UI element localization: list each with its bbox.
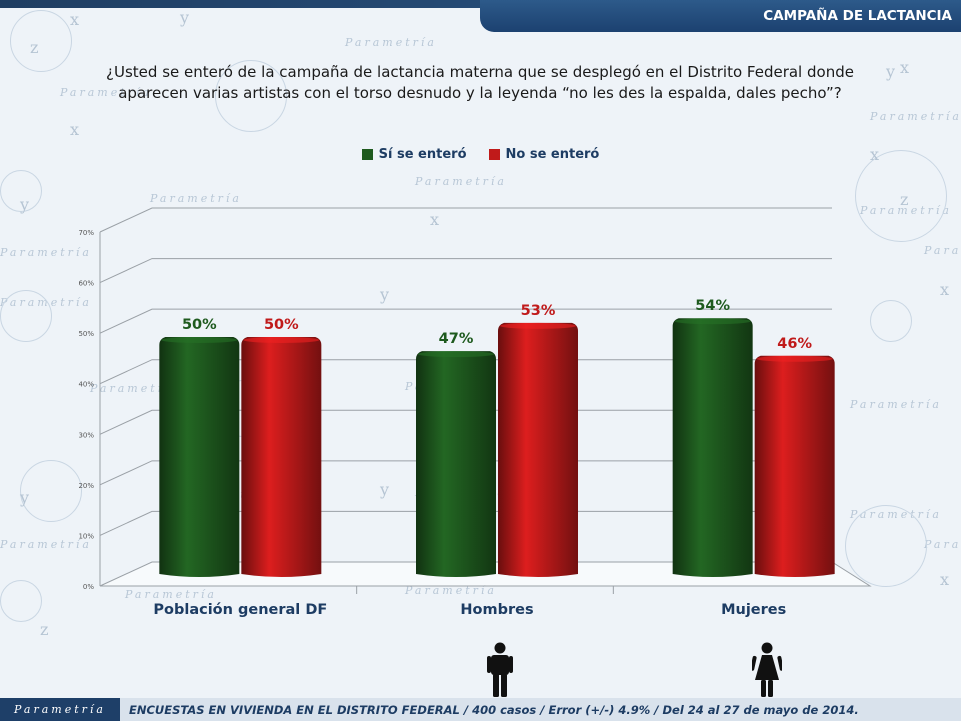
watermark-text: Parametría	[850, 398, 942, 411]
watermark-text: Parametría	[0, 246, 92, 259]
y-tick-label: 40%	[78, 381, 94, 389]
footer-bar	[0, 698, 961, 721]
watermark-circle	[0, 170, 42, 212]
watermark-text: Parametría	[405, 584, 497, 597]
watermark-glyph: x	[70, 10, 80, 29]
watermark-circle	[10, 10, 72, 72]
watermark-glyph: z	[40, 620, 49, 639]
watermark-text: Parametría	[870, 110, 961, 123]
category-label: Hombres	[460, 602, 533, 618]
watermark-circle	[855, 150, 947, 242]
bar-si-0	[159, 337, 240, 577]
watermark-text: Parametría	[125, 588, 217, 601]
data-label-si-1: 47%	[439, 331, 474, 347]
survey-question: ¿Usted se enteró de la campaña de lactan…	[70, 62, 890, 104]
watermark-glyph: y	[20, 195, 30, 214]
gridline	[99, 359, 832, 385]
data-label-si-0: 50%	[182, 317, 217, 333]
watermark-glyph: x	[940, 280, 950, 299]
watermark-text: Parametría	[924, 538, 961, 551]
chart-legend: Sí se enteró No se enteró	[0, 147, 961, 162]
data-label-no-1: 53%	[521, 303, 556, 319]
gridline	[99, 308, 832, 334]
watermark-glyph: x	[940, 570, 950, 589]
watermark-text: Parametría	[924, 244, 961, 257]
question-line-2: aparecen varias artistas con el torso de…	[118, 84, 842, 102]
watermark-circle	[0, 290, 52, 342]
watermark-glyph: x	[70, 120, 80, 139]
bar-si-1	[416, 351, 496, 577]
bar-top-si-1	[418, 351, 494, 358]
bar-top-no-1	[500, 322, 576, 329]
y-tick-label: 20%	[78, 482, 94, 490]
legend-label-no: No se enteró	[505, 147, 600, 162]
bar-top-si-0	[161, 337, 238, 343]
watermark-glyph: x	[870, 145, 880, 164]
gridline	[99, 258, 832, 284]
y-tick-label: 30%	[78, 431, 94, 439]
category-label: Población general DF	[153, 602, 327, 618]
data-label-no-0: 50%	[264, 317, 299, 333]
watermark-text: Parametría	[345, 36, 437, 49]
question-line-1: ¿Usted se enteró de la campaña de lactan…	[106, 63, 854, 81]
page-title: CAMPAÑA DE LACTANCIA	[763, 8, 952, 24]
header-tab: CAMPAÑA DE LACTANCIA	[480, 0, 961, 32]
legend-item-si: Sí se enteró	[361, 147, 467, 162]
footer-note: ENCUESTAS EN VIVIENDA EN EL DISTRITO FED…	[129, 703, 859, 717]
watermark-glyph: y	[380, 480, 390, 499]
footer-logo: Parametría	[0, 698, 120, 721]
data-label-si-2: 54%	[695, 298, 730, 314]
watermark-glyph: x	[900, 58, 910, 77]
gridline	[99, 409, 832, 435]
legend-swatch-si	[361, 149, 373, 160]
bar-no-1	[498, 322, 578, 577]
y-tick-label: 0%	[83, 583, 94, 591]
bar-top-no-0	[243, 337, 320, 343]
legend-label-si: Sí se enteró	[378, 147, 467, 162]
watermark-circle	[20, 460, 82, 522]
watermark-text: Parametría	[60, 86, 152, 99]
category-label: Mujeres	[721, 602, 786, 618]
watermark-circle	[870, 300, 912, 342]
y-tick-label: 10%	[78, 532, 94, 540]
bar-no-0	[241, 337, 322, 577]
legend-swatch-no	[488, 149, 500, 160]
male-person-icon	[487, 642, 513, 697]
y-tick-label: 50%	[78, 330, 94, 338]
bar-chart: 0% 10% 20% 30% 40% 50% 60% 70% 50% 50% Población g…	[78, 207, 872, 618]
bar-si-2	[672, 318, 753, 577]
watermark-glyph: x	[430, 210, 440, 229]
watermark-circle	[845, 505, 927, 587]
watermark-text: Parametría	[0, 538, 92, 551]
watermark-circle	[0, 580, 42, 622]
y-tick-label: 70%	[78, 229, 94, 237]
watermark-glyph: y	[886, 62, 896, 81]
watermark-glyph: z	[30, 38, 39, 57]
legend-item-no: No se enteró	[488, 147, 600, 162]
female-person-icon	[752, 642, 782, 697]
y-tick-label: 60%	[78, 280, 94, 288]
bar-no-2	[754, 355, 835, 577]
gridline	[99, 207, 832, 233]
watermark-glyph: z	[900, 190, 909, 209]
gridline	[99, 510, 832, 536]
watermark-glyph: y	[380, 285, 390, 304]
bar-top-no-2	[756, 355, 833, 362]
watermark-text: Parametría	[90, 382, 182, 395]
watermark-text: Parametría	[150, 192, 242, 205]
bar-top-si-2	[674, 318, 751, 325]
data-label-no-2: 46%	[777, 336, 812, 352]
gridline	[99, 460, 832, 486]
watermark-text: Parametría	[415, 175, 507, 188]
watermark-glyph: y	[180, 8, 190, 27]
watermark-circle	[215, 60, 287, 132]
watermark-glyph: y	[20, 488, 30, 507]
